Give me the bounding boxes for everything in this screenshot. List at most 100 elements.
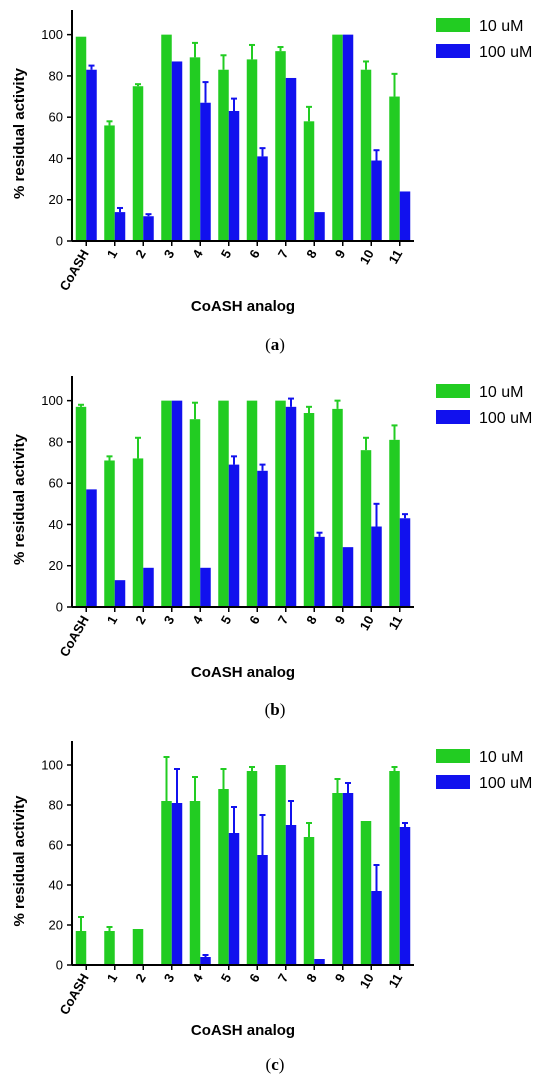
bar-2-9 bbox=[342, 34, 354, 241]
bar-1-5 bbox=[218, 69, 229, 241]
bar-1-0 bbox=[75, 406, 87, 607]
bar-1-11 bbox=[389, 96, 400, 241]
x-tick-label: 8 bbox=[303, 971, 320, 985]
bar-1-1 bbox=[104, 931, 115, 965]
bar-2-8 bbox=[314, 536, 325, 607]
bar-2-4 bbox=[200, 567, 211, 607]
bar-2-2 bbox=[143, 567, 154, 607]
bar-2-1 bbox=[114, 580, 126, 607]
bar-2-7 bbox=[285, 406, 297, 607]
x-tick-label: 4 bbox=[189, 246, 206, 260]
caption-close: ) bbox=[279, 335, 285, 354]
legend-label-1: 10 uM bbox=[479, 18, 523, 35]
bar-2-5 bbox=[228, 464, 240, 607]
bar-1-8 bbox=[303, 413, 315, 607]
legend-label-1: 10 uM bbox=[479, 384, 523, 401]
legend-label-2: 100 uM bbox=[479, 775, 532, 792]
y-tick-label: 40 bbox=[49, 878, 63, 893]
x-tick-label: 11 bbox=[385, 971, 405, 990]
series-2 bbox=[86, 397, 411, 607]
x-tick-label: 11 bbox=[385, 613, 405, 632]
bar-2-10 bbox=[371, 160, 382, 241]
panel-caption: (c) bbox=[266, 1055, 285, 1074]
bar-2-9 bbox=[342, 547, 354, 607]
legend-label-1: 10 uM bbox=[479, 749, 523, 766]
legend-swatch-2 bbox=[436, 410, 470, 424]
x-tick-label: 6 bbox=[246, 971, 263, 985]
x-tick-label: 4 bbox=[189, 970, 206, 984]
x-axis-title: CoASH analog bbox=[191, 664, 295, 681]
x-tick-label: 8 bbox=[303, 247, 320, 261]
bar-1-1 bbox=[104, 125, 115, 241]
x-tick-label: 1 bbox=[104, 971, 121, 985]
x-tick-label: 6 bbox=[246, 247, 263, 261]
x-tick-label: 7 bbox=[275, 613, 292, 627]
x-tick-label: CoASH bbox=[56, 613, 91, 659]
caption-letter: a bbox=[271, 335, 280, 354]
y-axis-title: % residual activity bbox=[11, 795, 28, 927]
y-tick-label: 20 bbox=[49, 192, 63, 207]
y-tick-label: 20 bbox=[49, 558, 63, 573]
legend-swatch-1 bbox=[436, 749, 470, 763]
series-2 bbox=[86, 34, 411, 242]
y-tick-label: 20 bbox=[49, 918, 63, 933]
x-tick-label: 6 bbox=[246, 613, 263, 627]
x-tick-label: 10 bbox=[357, 247, 377, 267]
x-tick-label: 7 bbox=[275, 247, 292, 261]
caption-letter: b bbox=[270, 700, 279, 719]
y-tick-label: 80 bbox=[49, 68, 63, 83]
x-tick-label: 2 bbox=[132, 247, 149, 261]
legend-swatch-1 bbox=[436, 384, 470, 398]
bar-1-8 bbox=[303, 121, 315, 241]
panel-caption: (b) bbox=[265, 700, 286, 719]
x-tick-label: 7 bbox=[275, 971, 292, 985]
bar-1-8 bbox=[303, 837, 315, 965]
bar-2-4 bbox=[200, 102, 211, 242]
x-tick-label: CoASH bbox=[56, 247, 91, 293]
bar-1-2 bbox=[132, 458, 144, 607]
x-tick-label: 1 bbox=[104, 247, 121, 261]
chart-panel-a: 0 20 40 60 80 100 CoASH 1 2 3 4 5 6 7 8 9 10 11 CoASH anal… bbox=[11, 10, 532, 354]
bar-2-0 bbox=[86, 489, 97, 607]
y-tick-label: 80 bbox=[49, 434, 63, 449]
bar-2-10 bbox=[371, 891, 382, 965]
y-tick-label: 0 bbox=[56, 234, 63, 249]
x-tick-label: 10 bbox=[357, 613, 377, 633]
x-tick-label: 5 bbox=[218, 247, 235, 261]
bar-1-9 bbox=[332, 34, 343, 241]
bar-1-11 bbox=[389, 439, 400, 607]
bar-1-2 bbox=[132, 86, 144, 242]
x-tick-label: 5 bbox=[218, 613, 235, 627]
series-1 bbox=[75, 34, 400, 242]
caption-open: ( bbox=[266, 1055, 272, 1074]
y-tick-label: 40 bbox=[49, 151, 63, 166]
y-tick-label: 60 bbox=[49, 476, 63, 491]
y-tick-label: 60 bbox=[49, 110, 63, 125]
y-tick-label: 60 bbox=[49, 838, 63, 853]
bar-1-10 bbox=[360, 69, 372, 241]
series-2 bbox=[171, 768, 411, 965]
bar-1-3 bbox=[161, 801, 172, 965]
legend-swatch-2 bbox=[436, 44, 470, 58]
x-tick-label: 9 bbox=[332, 971, 349, 985]
bar-2-7 bbox=[285, 825, 297, 965]
bar-1-3 bbox=[161, 34, 172, 241]
x-axis-title: CoASH analog bbox=[191, 1022, 295, 1039]
bar-2-3 bbox=[171, 803, 183, 965]
x-tick-label: 2 bbox=[132, 971, 149, 985]
bar-1-5 bbox=[218, 400, 229, 607]
y-tick-label: 80 bbox=[49, 798, 63, 813]
bar-2-10 bbox=[371, 526, 382, 607]
y-tick-label: 0 bbox=[56, 600, 63, 615]
caption-open: ( bbox=[265, 700, 271, 719]
bar-2-11 bbox=[399, 518, 411, 607]
bar-2-6 bbox=[257, 156, 268, 241]
bar-1-3 bbox=[161, 400, 172, 607]
bar-1-10 bbox=[360, 821, 372, 965]
bar-2-6 bbox=[257, 855, 268, 965]
bar-2-11 bbox=[399, 191, 411, 241]
bar-1-11 bbox=[389, 771, 400, 965]
bar-2-5 bbox=[228, 110, 240, 241]
bar-1-5 bbox=[218, 789, 229, 965]
bar-1-7 bbox=[275, 765, 286, 965]
